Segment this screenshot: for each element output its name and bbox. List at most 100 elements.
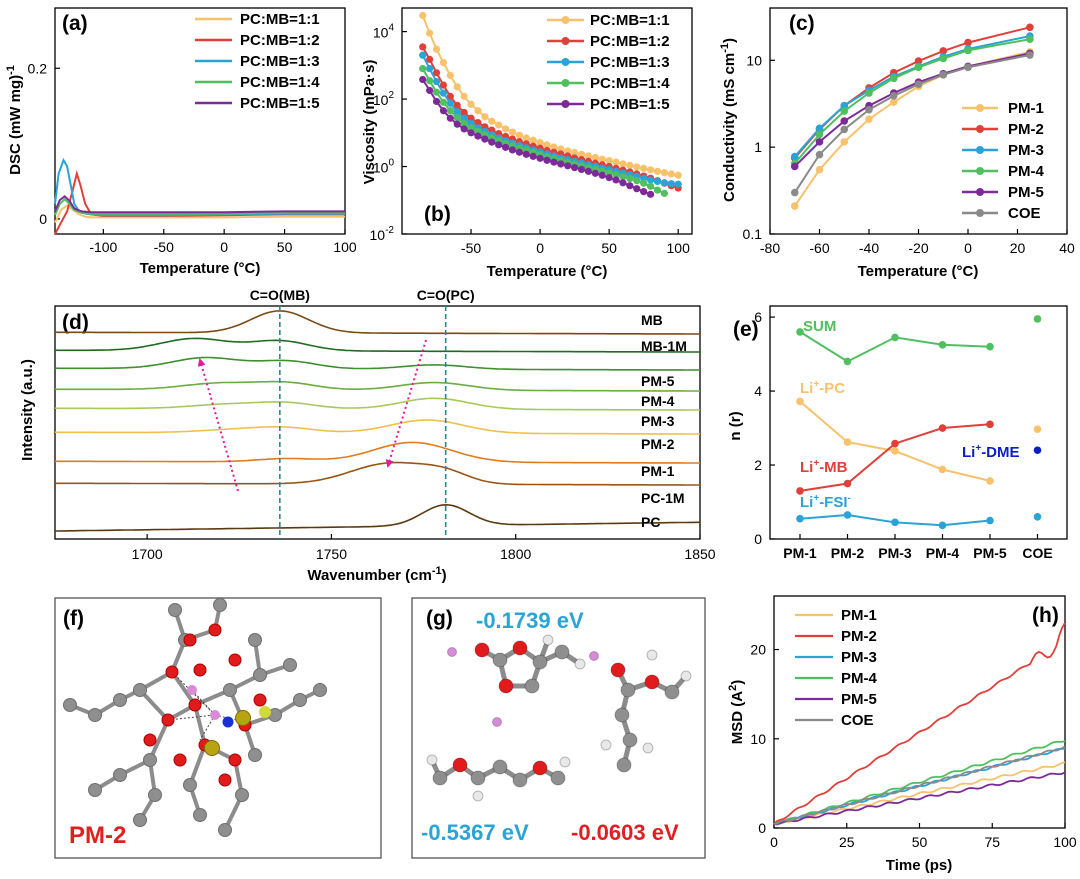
panel-h-legend-label: PM-3	[841, 649, 877, 666]
panel-h-legend-label: PM-1	[841, 607, 877, 624]
panel-c-data-point	[964, 46, 972, 55]
panel-b-data-point	[626, 182, 634, 190]
carbon-atom	[512, 772, 528, 788]
carbon-atom	[113, 768, 127, 782]
carbon-atom	[133, 683, 147, 697]
panel-b-data-point	[598, 171, 606, 179]
panel-b-ytick-label: 100	[373, 158, 395, 176]
panel-b-data-point	[488, 138, 496, 146]
carbon-atom	[63, 698, 77, 712]
panel-e-data-point	[891, 439, 899, 448]
panel-b-data-point	[591, 169, 599, 177]
panel-c-data-point	[790, 152, 799, 161]
panel-c-ylabel: Conductivity (mS cm-1)	[719, 38, 738, 202]
panel-d-xtick-label: 1700	[132, 546, 163, 562]
oxygen-atom	[498, 678, 514, 694]
panel-b-data-point	[529, 152, 537, 160]
hydrogen-atom	[472, 790, 484, 802]
panel-b-data-point	[653, 186, 662, 194]
panel-b-data-point	[432, 45, 441, 53]
carbon-atom	[524, 678, 540, 694]
panel-b-data-point	[633, 177, 641, 185]
panel-b-data-point	[419, 75, 427, 84]
panel-b-legend-label: PC:MB=1:2	[590, 33, 670, 50]
panel-b-data-point	[619, 160, 627, 168]
panel-b-data-point	[501, 125, 510, 133]
carbon-atom	[235, 788, 249, 802]
panel-a-legend-label: PC:MB=1:4	[240, 74, 320, 91]
panel-b-legend-marker	[561, 16, 570, 24]
panel-c-legend-label: PM-1	[1008, 100, 1044, 117]
panel-c-data-point	[815, 150, 824, 159]
panel-e-ytick-label: 4	[754, 383, 762, 399]
panel-e: (e) n (r) PM-1 PM-2 PM-3 PM-4 PM-5 COE 0 2 4 6 SU…	[727, 305, 1068, 561]
oxygen-atom	[253, 693, 267, 707]
carbon-atom	[313, 683, 327, 697]
carbon-atom	[88, 708, 102, 722]
carbon-atom	[614, 707, 630, 723]
panel-b-data-point	[467, 124, 475, 132]
panel-b-data-point	[508, 128, 517, 136]
panel-b-data-point	[543, 156, 551, 164]
panel-c-data-point	[865, 89, 873, 97]
carbon-atom	[113, 693, 127, 707]
panel-b-data-point	[640, 179, 648, 187]
hydrogen-atom	[559, 756, 571, 768]
panel-c-data-point	[790, 202, 799, 210]
panel-d-xtick-label: 1750	[316, 546, 347, 562]
panel-e-data-point	[843, 438, 852, 446]
panel-a-series-line	[54, 194, 345, 214]
panel-b-legend-label: PC:MB=1:4	[590, 75, 670, 92]
panel-d-spectrum-line	[54, 356, 700, 371]
panel-c-data-point	[939, 71, 948, 79]
panel-c-xtick-label: -40	[859, 240, 879, 256]
panel-a-legend-label: PC:MB=1:2	[240, 32, 320, 49]
panel-c-legend-marker	[976, 188, 984, 196]
oxygen-atom	[532, 760, 548, 776]
panel-b-legend-label: PC:MB=1:5	[590, 96, 670, 113]
panel-e-ylabel: n (r)	[727, 411, 744, 440]
panel-d-spectrum-line	[55, 441, 700, 464]
panel-e-data-point	[843, 511, 852, 519]
panel-g-frame	[411, 597, 706, 859]
panel-e-data-point	[938, 341, 947, 349]
panel-a-series-line	[54, 170, 345, 235]
panel-c-series-line	[794, 35, 1031, 158]
panel-a-ytick-label: 0.2	[28, 60, 48, 76]
bond	[148, 719, 170, 761]
panel-b-data-point	[426, 77, 434, 85]
panel-h-xtick-label: 100	[1053, 834, 1077, 850]
panel-d-series-label: PM-4	[641, 393, 675, 409]
panel-b-data-point	[557, 160, 565, 168]
panel-b-data-point	[605, 156, 613, 165]
oxygen-atom	[644, 674, 660, 690]
carbon-atom	[223, 683, 237, 697]
panel-d-spectrum-line	[54, 380, 700, 392]
carbon-atom	[213, 598, 227, 612]
panel-b-data-point	[453, 101, 461, 109]
panel-c-data-point	[914, 80, 923, 89]
oxygen-atom	[218, 773, 232, 787]
panel-b-frame	[401, 7, 693, 235]
panel-e-data-point	[1033, 425, 1042, 433]
panel-b-legend-label: PC:MB=1:3	[590, 54, 670, 71]
panel-b-data-point	[626, 174, 634, 183]
panel-d-reference-label: C=O(PC)	[417, 287, 475, 303]
panel-h-series-line	[773, 771, 1066, 826]
panel-a-xtick-label: -100	[89, 239, 117, 255]
panel-f-frame	[54, 597, 382, 859]
panel-e-data-point	[1033, 513, 1042, 521]
panel-c-ytick-label: 10	[746, 52, 762, 68]
panel-d-reference-label: C=O(MB)	[250, 287, 310, 303]
panel-c-data-point	[1026, 23, 1034, 32]
panel-d-frame	[54, 305, 701, 540]
panel-d-series-label: PC	[641, 514, 660, 530]
panel-a-frame	[54, 7, 346, 235]
panel-b-data-point	[439, 59, 448, 67]
binding-molecules-illustration	[426, 634, 692, 802]
carbon-atom	[218, 823, 232, 837]
panel-a-xtick-label: 0	[220, 239, 228, 255]
panel-b-data-point	[550, 158, 558, 166]
carbon-atom	[88, 783, 102, 797]
panel-b-data-point	[619, 173, 627, 181]
